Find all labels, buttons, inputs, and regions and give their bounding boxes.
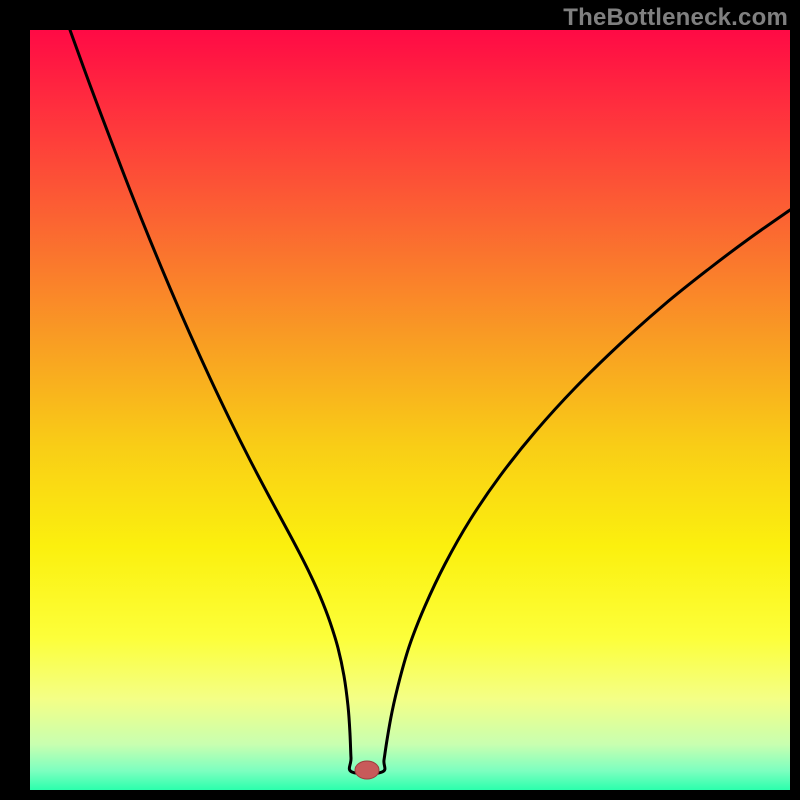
optimum-marker — [355, 761, 379, 779]
watermark-text: TheBottleneck.com — [563, 4, 788, 32]
chart-svg — [30, 30, 790, 790]
bottleneck-curve — [70, 30, 790, 774]
plot-area — [30, 30, 790, 790]
